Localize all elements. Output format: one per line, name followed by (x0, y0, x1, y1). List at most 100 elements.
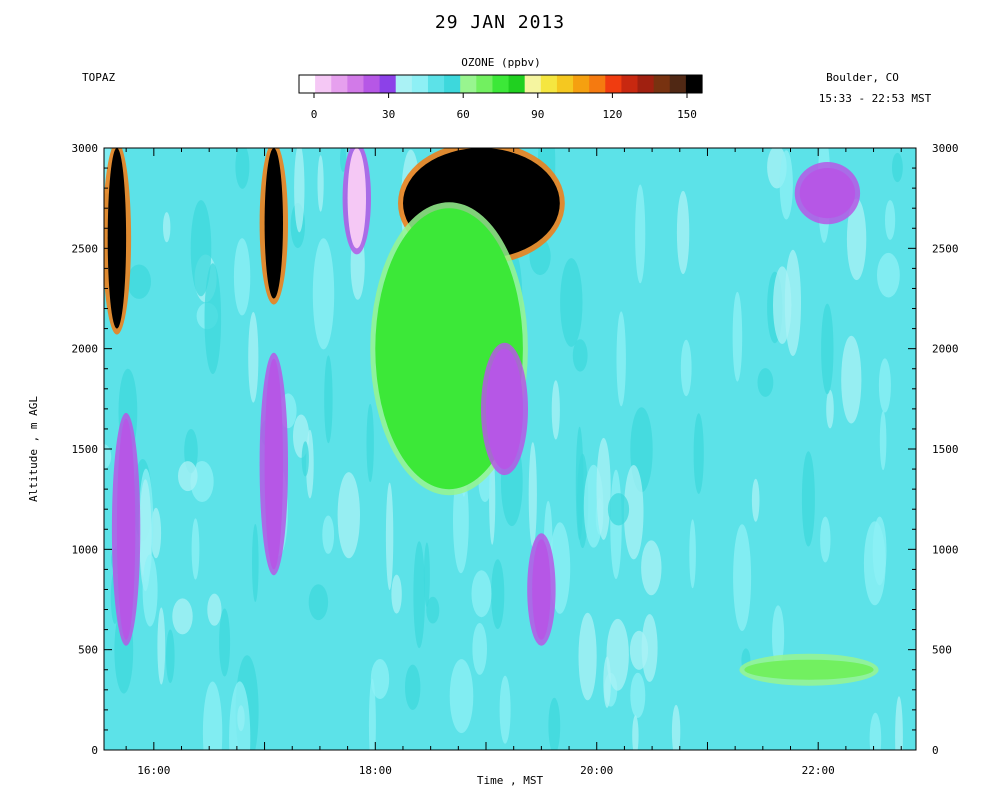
y-tick-label-right: 0 (932, 744, 939, 757)
texture-streak (413, 541, 426, 649)
colorbar-swatch (427, 75, 445, 93)
texture-streak (869, 712, 882, 750)
colorbar-tick-label: 60 (457, 108, 470, 121)
colorbar-tick-label: 150 (677, 108, 697, 121)
texture-streak (892, 152, 903, 183)
texture-streak (606, 618, 629, 691)
texture-streak (405, 664, 421, 710)
y-tick-label-right: 1000 (932, 543, 959, 556)
colorbar-swatch (411, 75, 429, 93)
axes: 0 0 500 500 1000 1000 1500 1500 2000 2000 2500 2500… (72, 142, 959, 777)
texture-streak (641, 614, 658, 682)
texture-streak (877, 252, 900, 298)
texture-streak (575, 426, 584, 540)
texture-streak (641, 540, 662, 596)
texture-streak (693, 413, 704, 494)
y-tick-label: 2500 (72, 242, 99, 255)
ozone-feature (486, 348, 523, 470)
colorbar-swatch (637, 75, 655, 93)
colorbar-swatch (669, 75, 687, 93)
texture-streak (616, 311, 626, 407)
texture-streak (368, 678, 376, 750)
x-tick-label: 18:00 (359, 764, 392, 777)
texture-streak (560, 258, 583, 347)
colorbar-tick-label: 0 (311, 108, 318, 121)
texture-streak (846, 198, 867, 281)
texture-streak (370, 659, 390, 699)
texture-streak (676, 190, 690, 275)
y-tick-label: 1000 (72, 543, 99, 556)
texture-streak (104, 444, 112, 469)
x-tick-label: 22:00 (802, 764, 835, 777)
texture-streak (623, 465, 644, 560)
texture-streak (385, 482, 394, 590)
y-tick-label: 500 (78, 644, 98, 657)
y-tick-label: 2000 (72, 343, 99, 356)
colorbar-title: OZONE (ppbv) (461, 56, 541, 69)
texture-streak (801, 451, 815, 547)
texture-streak (166, 629, 175, 684)
texture-streak (233, 238, 251, 316)
texture-streak (178, 461, 198, 492)
ozone-field (104, 148, 916, 750)
texture-streak (337, 472, 360, 559)
texture-streak (757, 368, 774, 397)
texture-streak (826, 389, 834, 429)
texture-streak (572, 339, 588, 372)
texture-streak (607, 493, 630, 526)
texture-streak (885, 200, 896, 240)
colorbar-swatch (573, 75, 590, 93)
y-tick-label-right: 2000 (932, 343, 959, 356)
texture-streak (630, 672, 646, 719)
colorbar-swatch (492, 75, 510, 93)
colorbar-frame (298, 74, 703, 94)
texture-streak (317, 155, 324, 212)
texture-streak (820, 516, 831, 563)
texture-streak (471, 570, 492, 618)
texture-streak (157, 607, 166, 685)
texture-streak (773, 266, 792, 345)
ozone-feature (347, 148, 366, 249)
texture-streak (491, 559, 505, 629)
texture-streak (632, 715, 639, 750)
texture-streak (202, 681, 223, 750)
colorbar-swatch (476, 75, 494, 93)
y-tick-label-right: 500 (932, 644, 952, 657)
colorbar-tick-label: 120 (602, 108, 622, 121)
texture-streak (207, 593, 222, 626)
y-tick-label-right: 3000 (932, 142, 959, 155)
texture-streak (306, 429, 314, 499)
instrument-label: TOPAZ (82, 71, 116, 84)
ozone-feature (116, 418, 136, 640)
colorbar-swatch (315, 75, 332, 93)
texture-streak (779, 150, 793, 220)
colorbar-swatch (460, 75, 477, 93)
field-layers (104, 148, 916, 750)
colorbar-swatch (347, 75, 365, 93)
x-tick-label: 16:00 (137, 764, 170, 777)
colorbar-tick-label: 30 (382, 108, 395, 121)
colorbar-swatch (395, 75, 413, 93)
y-tick-label-right: 2500 (932, 242, 959, 255)
ozone-feature (264, 148, 283, 299)
colorbar-swatch (331, 75, 348, 93)
colorbar-swatch (556, 75, 574, 93)
texture-streak (689, 519, 696, 589)
texture-streak (190, 200, 212, 297)
texture-streak (499, 675, 511, 744)
texture-streak (252, 524, 259, 602)
texture-streak (596, 437, 611, 540)
texture-streak (821, 303, 834, 395)
texture-streak (635, 184, 646, 284)
texture-streak (150, 507, 162, 559)
texture-streak (548, 697, 561, 750)
y-tick-label: 0 (91, 744, 98, 757)
x-axis-title: Time , MST (477, 774, 544, 787)
colorbar-swatch (299, 75, 316, 93)
y-tick-label: 1500 (72, 443, 99, 456)
texture-streak (340, 148, 347, 172)
texture-streak (142, 554, 158, 627)
texture-streak (680, 339, 692, 397)
colorbar-swatch (621, 75, 639, 93)
texture-streak (629, 630, 649, 670)
